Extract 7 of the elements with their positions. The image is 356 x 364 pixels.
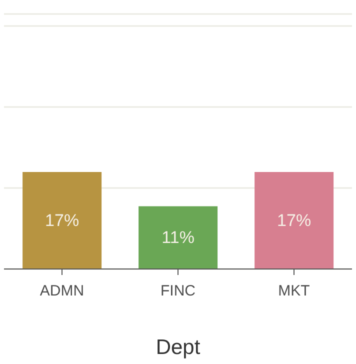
data-label: 17% — [45, 211, 80, 230]
data-label: 17% — [277, 211, 312, 230]
x-axis-title: Dept — [156, 336, 200, 359]
x-tick-label: FINC — [160, 282, 196, 300]
x-tick-label: MKT — [278, 282, 310, 300]
data-label: 11% — [162, 228, 194, 248]
x-tick-label: ADMN — [40, 282, 84, 300]
